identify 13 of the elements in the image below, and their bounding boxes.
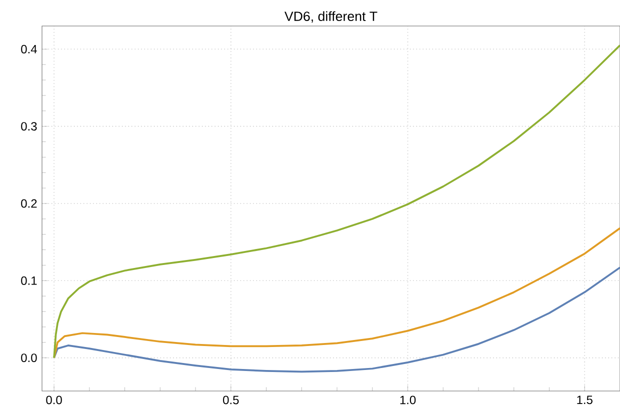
y-tick-label: 0.3 [21, 122, 37, 131]
line-series [53, 44, 620, 359]
x-tick-label: 1.5 [577, 396, 592, 404]
line-series [53, 227, 620, 359]
x-tick-label: 0.0 [46, 396, 62, 404]
chart-title: VD6, different T [284, 11, 378, 23]
x-tick-label: 0.5 [223, 396, 239, 404]
y-tick-label: 0.2 [21, 199, 37, 208]
y-tick-label: 0.4 [21, 44, 37, 54]
x-tick-label: 1.0 [400, 396, 416, 404]
y-tick-label: 0.0 [21, 354, 37, 362]
y-tick-label: 0.1 [21, 276, 37, 285]
line-series [53, 266, 620, 373]
